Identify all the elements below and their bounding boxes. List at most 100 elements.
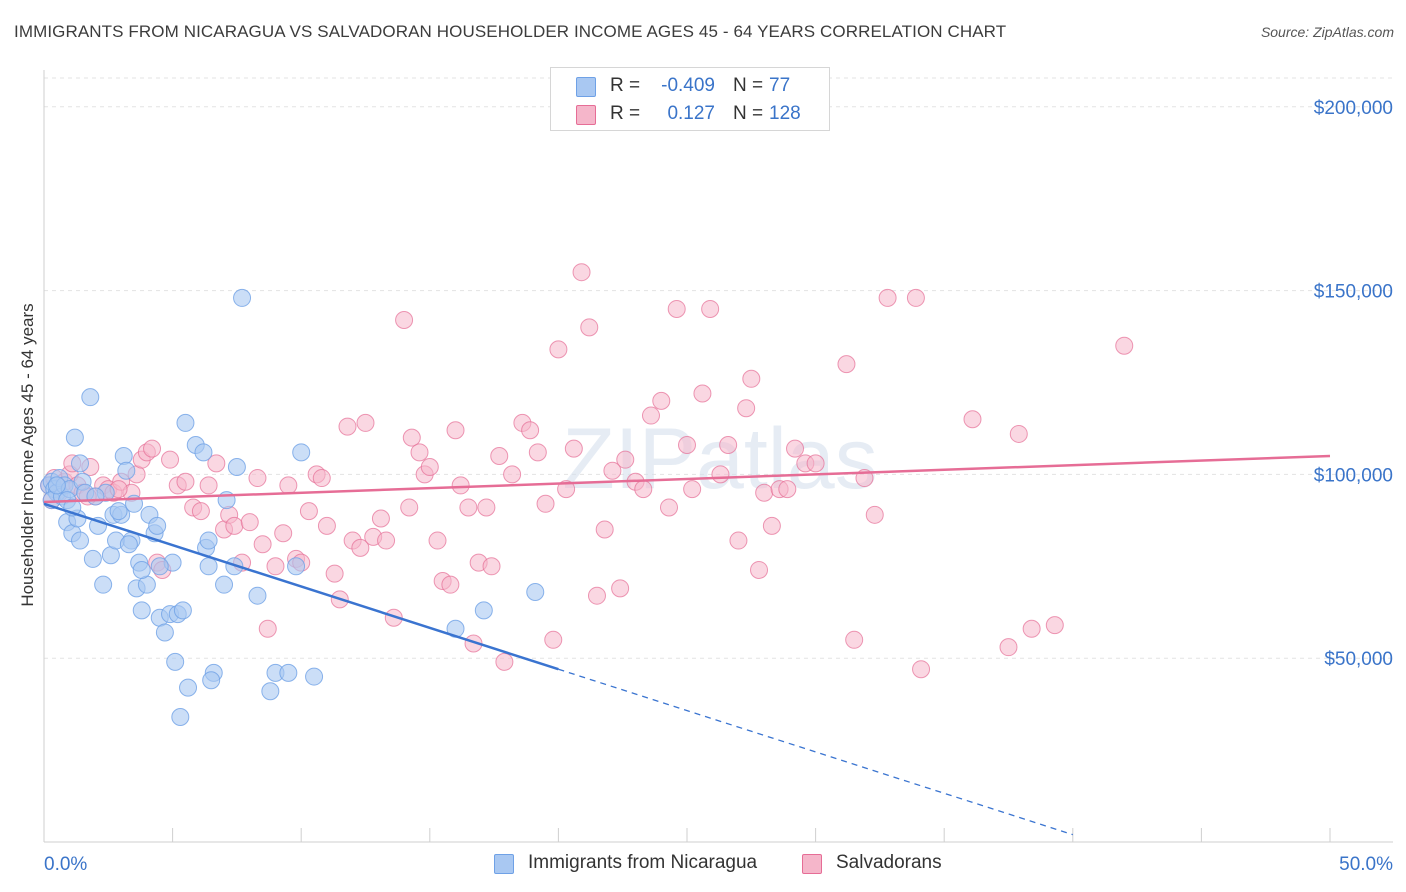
salvadorans-point xyxy=(338,417,357,436)
salvadorans-point xyxy=(786,439,805,458)
nicaragua-point xyxy=(248,586,267,605)
nicaragua-point xyxy=(171,708,190,727)
salvadorans-point xyxy=(659,498,678,517)
nicaragua-point xyxy=(194,443,213,462)
salvadorans-point xyxy=(750,560,769,579)
salvadorans-point xyxy=(845,630,864,649)
salvadorans-point xyxy=(683,480,702,499)
nicaragua-point xyxy=(86,487,105,506)
salvadorans-point xyxy=(762,516,781,535)
salvadorans-point xyxy=(248,469,267,488)
salvadorans-point xyxy=(878,288,897,307)
salvadorans-point xyxy=(279,476,298,495)
legend-row-salvadorans: R = 0.127 N = 128 xyxy=(551,100,829,128)
axes xyxy=(43,70,1393,843)
nicaragua-point xyxy=(526,583,545,602)
nicaragua-point xyxy=(132,601,151,620)
legend-r-label: R = xyxy=(610,103,641,124)
salvadorans-point xyxy=(446,421,465,440)
nicaragua-point xyxy=(292,443,311,462)
nicaragua-point xyxy=(148,516,167,535)
salvadorans-point xyxy=(299,502,318,521)
salvadorans-point xyxy=(595,520,614,539)
salvadorans-point xyxy=(742,369,761,388)
nicaragua-point xyxy=(279,663,298,682)
salvadorans-point xyxy=(755,483,774,502)
salvadorans-point xyxy=(603,461,622,480)
salvadorans-point xyxy=(611,579,630,598)
nicaragua-point xyxy=(71,531,90,550)
salvadorans-point xyxy=(544,630,563,649)
bottom-legend-swatch xyxy=(494,854,514,874)
nicaragua-point xyxy=(71,454,90,473)
nicaragua-point xyxy=(199,531,218,550)
salvadorans-point xyxy=(253,535,272,554)
legend-n-value: 128 xyxy=(769,103,801,124)
nicaragua-point xyxy=(109,502,128,521)
salvadorans-point xyxy=(356,413,375,432)
y-tick-label: $50,000 xyxy=(1324,649,1393,670)
salvadorans-point xyxy=(778,480,797,499)
y-tick-label: $100,000 xyxy=(1314,465,1393,486)
salvadorans-point xyxy=(912,660,931,679)
salvadorans-point xyxy=(312,469,331,488)
nicaragua-point xyxy=(166,652,185,671)
legend-r-label: R = xyxy=(610,75,641,96)
nicaragua-point xyxy=(47,476,66,495)
salvadorans-point xyxy=(258,619,277,638)
legend-r-value: -0.409 xyxy=(661,75,715,96)
trend-lines xyxy=(43,454,1331,836)
salvadorans-point xyxy=(503,465,522,484)
nicaragua-point xyxy=(65,428,84,447)
salvadorans-point xyxy=(693,384,712,403)
salvadorans-point xyxy=(317,516,336,535)
salvadorans-point xyxy=(143,439,162,458)
salvadorans-point xyxy=(1115,336,1134,355)
y-tick-label: $150,000 xyxy=(1314,282,1393,303)
salvadorans-point xyxy=(225,516,244,535)
legend-n-label: N = xyxy=(733,75,764,96)
salvadorans-point xyxy=(521,421,540,440)
x-tick-label-min: 0.0% xyxy=(44,854,87,875)
salvadorans-point xyxy=(711,465,730,484)
salvadorans-point xyxy=(564,439,583,458)
nicaragua-point xyxy=(233,288,252,307)
correlation-legend: R = -0.409 N = 77 R = 0.127 N = 128 xyxy=(550,67,830,131)
salvadorans-point xyxy=(207,454,226,473)
salvadorans-point xyxy=(865,505,884,524)
salvadorans-point xyxy=(400,498,419,517)
salvadorans-point xyxy=(1045,616,1064,635)
salvadorans-point xyxy=(420,458,439,477)
salvadorans-point xyxy=(395,310,414,329)
nicaragua-point xyxy=(81,388,100,407)
source-credit: Source: ZipAtlas.com xyxy=(1260,24,1394,40)
nicaragua-point xyxy=(215,575,234,594)
salvadorans-trend-line xyxy=(43,454,1331,504)
salvadorans-point xyxy=(557,480,576,499)
salvadorans-point xyxy=(402,428,421,447)
salvadorans-point xyxy=(536,494,555,513)
legend-swatch-nicaragua xyxy=(576,77,596,97)
salvadorans-point xyxy=(441,575,460,594)
nicaragua-point xyxy=(132,560,151,579)
salvadorans-point xyxy=(572,263,591,282)
nicaragua-point xyxy=(474,601,493,620)
salvadorans-point xyxy=(451,476,470,495)
salvadorans-point xyxy=(652,391,671,410)
salvadorans-point xyxy=(176,472,195,491)
nicaragua-point xyxy=(173,601,192,620)
salvadorans-point xyxy=(528,443,547,462)
tick-labels: $50,000 $100,000 $150,000 $200,000 0.0% 50.0% xyxy=(44,98,1393,875)
salvadorans-point xyxy=(737,399,756,418)
nicaragua-point xyxy=(261,682,280,701)
salvadorans-point xyxy=(191,502,210,521)
nicaragua-point xyxy=(119,535,138,554)
salvadorans-point xyxy=(459,498,478,517)
nicaragua-trend-line xyxy=(43,502,559,671)
salvadorans-point xyxy=(580,318,599,337)
nicaragua-point xyxy=(202,671,221,690)
salvadorans-point xyxy=(1009,424,1028,443)
salvadorans-point xyxy=(410,443,429,462)
legend-r-value: 0.127 xyxy=(667,103,715,124)
